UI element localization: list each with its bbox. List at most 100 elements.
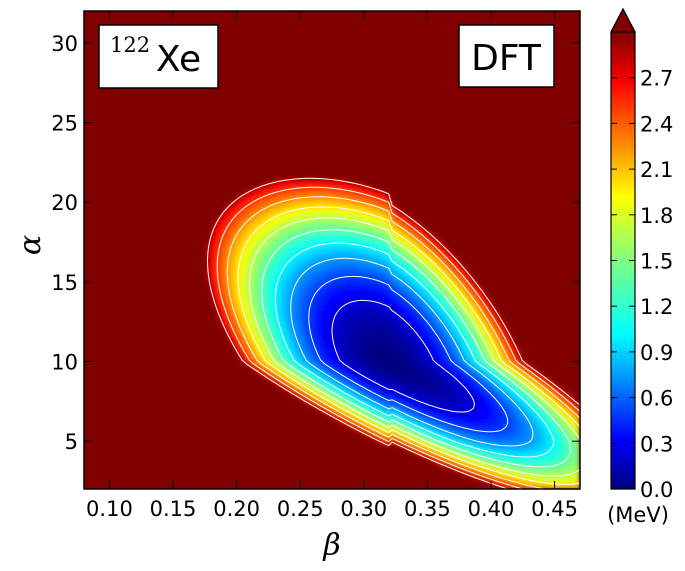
energy-cell (260, 290, 265, 295)
energy-cell (423, 337, 428, 343)
energy-cell (402, 234, 407, 240)
energy-cell (423, 264, 428, 269)
energy-cell (558, 415, 563, 420)
energy-cell (399, 319, 404, 324)
energy-cell (246, 360, 251, 365)
energy-cell (292, 264, 297, 269)
energy-cell (423, 426, 428, 431)
energy-cell (512, 433, 517, 438)
energy-cell (328, 293, 333, 299)
energy-cell (271, 249, 276, 254)
energy-cell (572, 444, 577, 449)
energy-cell (409, 223, 414, 229)
energy-cell (551, 411, 556, 416)
energy-cell (225, 238, 230, 243)
energy-cell (278, 279, 283, 284)
energy-cell (342, 234, 347, 240)
energy-cell (257, 337, 262, 343)
energy-cell (356, 223, 361, 229)
energy-cell (331, 385, 336, 391)
energy-cell (239, 337, 244, 343)
energy-cell (452, 301, 457, 306)
energy-cell (388, 301, 393, 306)
energy-cell (508, 459, 513, 464)
energy-cell (313, 323, 319, 328)
energy-cell (381, 319, 386, 324)
energy-cell (214, 304, 219, 310)
energy-cell (345, 360, 351, 365)
energy-cell (480, 444, 485, 449)
energy-cell (292, 301, 297, 306)
energy-cell (356, 301, 361, 306)
energy-cell (299, 297, 304, 302)
energy-cell (462, 319, 467, 324)
energy-cell (452, 308, 457, 313)
energy-cell (303, 337, 308, 343)
energy-cell (448, 337, 453, 343)
energy-cell (306, 378, 312, 383)
energy-cell (395, 301, 400, 306)
energy-cell (352, 382, 358, 387)
energy-cell (399, 330, 404, 335)
energy-cell (434, 348, 439, 354)
energy-cell (409, 345, 414, 350)
energy-cell (317, 271, 322, 277)
energy-cell (569, 411, 574, 416)
energy-cell (441, 363, 446, 368)
energy-cell (430, 426, 436, 431)
energy-cell (420, 429, 425, 435)
energy-cell (427, 279, 432, 284)
energy-cell (445, 301, 450, 306)
energy-cell (452, 360, 457, 365)
energy-cell (349, 422, 354, 427)
energy-cell (512, 473, 517, 479)
energy-cell (345, 253, 351, 258)
energy-cell (324, 257, 329, 262)
energy-cell (441, 334, 446, 339)
energy-cell (391, 330, 397, 335)
energy-cell (211, 264, 216, 269)
energy-cell (452, 341, 457, 346)
energy-cell (420, 360, 425, 365)
energy-cell (257, 363, 262, 368)
energy-cell (494, 466, 499, 471)
energy-cell (349, 341, 354, 346)
energy-cell (296, 260, 301, 266)
energy-cell (576, 470, 580, 475)
energy-cell (469, 348, 475, 354)
energy-cell (430, 433, 436, 438)
energy-cell (367, 330, 372, 335)
energy-cell (253, 290, 258, 295)
energy-cell (360, 374, 365, 379)
energy-cell (399, 268, 404, 273)
energy-cell (239, 308, 244, 313)
energy-cell (498, 440, 503, 446)
energy-cell (540, 422, 545, 427)
energy-cell (257, 345, 262, 350)
energy-cell (576, 477, 580, 482)
energy-cell (352, 341, 358, 346)
energy-cell (257, 286, 262, 291)
energy-cell (409, 326, 414, 332)
energy-cell (551, 462, 556, 468)
energy-cell (569, 459, 574, 464)
energy-cell (430, 374, 436, 379)
energy-cell (384, 290, 389, 295)
energy-cell (267, 234, 273, 240)
energy-cell (441, 301, 446, 306)
energy-cell (360, 341, 365, 346)
energy-cell (406, 319, 411, 324)
energy-cell (523, 404, 528, 409)
energy-cell (264, 315, 269, 321)
energy-cell (239, 223, 244, 229)
energy-cell (282, 227, 287, 232)
energy-cell (448, 385, 453, 391)
energy-cell (484, 323, 489, 328)
energy-cell (494, 371, 499, 376)
energy-cell (459, 371, 464, 376)
energy-cell (236, 220, 241, 225)
energy-cell (558, 404, 563, 409)
energy-cell (420, 393, 425, 398)
energy-cell (384, 437, 389, 442)
energy-cell (317, 385, 322, 391)
